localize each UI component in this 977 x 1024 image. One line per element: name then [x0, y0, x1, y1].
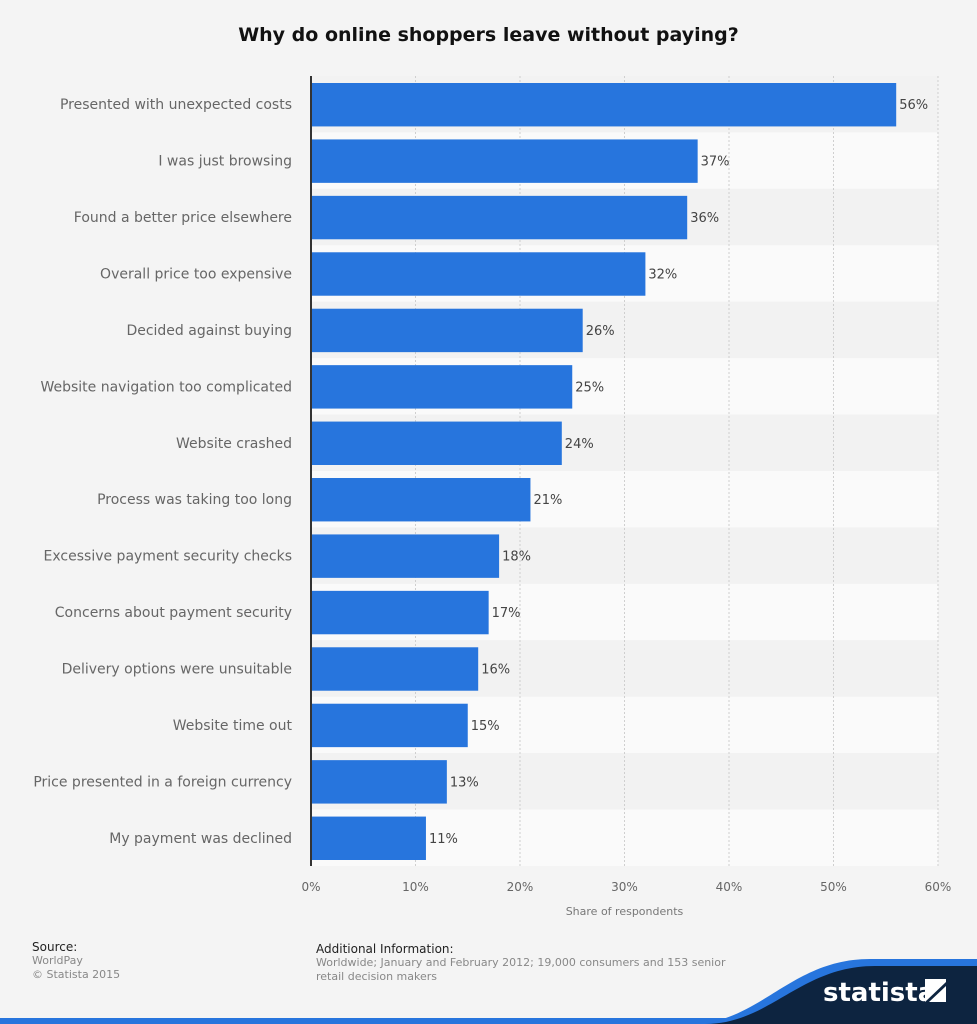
bar — [311, 139, 698, 183]
chart-title: Why do online shoppers leave without pay… — [238, 24, 739, 46]
data-label: 11% — [429, 832, 458, 847]
data-label: 26% — [586, 324, 615, 339]
statista-mark-icon — [925, 979, 946, 1002]
category-label: Concerns about payment security — [55, 605, 292, 621]
source-name: WorldPay — [32, 954, 83, 967]
x-tick-label: 50% — [820, 880, 847, 894]
x-tick-label: 0% — [301, 880, 320, 894]
info-line: Worldwide; January and February 2012; 19… — [316, 956, 726, 969]
category-label: Decided against buying — [126, 323, 292, 339]
statista-logo[interactable]: statista — [0, 954, 977, 1024]
copyright: © Statista 2015 — [32, 968, 121, 981]
x-tick-label: 60% — [925, 880, 952, 894]
x-axis-label: Share of respondents — [566, 905, 684, 918]
data-label: 16% — [481, 663, 510, 678]
bar — [311, 647, 479, 691]
source-heading: Source: — [32, 940, 78, 954]
additional-info-block: Additional Information: Worldwide; Janua… — [316, 942, 726, 984]
bar — [311, 365, 573, 409]
data-label: 56% — [899, 98, 928, 113]
info-line: retail decision makers — [316, 970, 438, 983]
bar — [311, 534, 500, 578]
data-label: 13% — [450, 775, 479, 790]
data-label: 24% — [565, 437, 594, 452]
category-label: My payment was declined — [109, 831, 292, 847]
category-label: I was just browsing — [158, 154, 292, 170]
x-tick-label: 20% — [507, 880, 534, 894]
info-heading: Additional Information: — [316, 942, 454, 956]
bar — [311, 83, 897, 127]
category-label: Price presented in a foreign currency — [33, 774, 292, 790]
category-label: Website time out — [173, 718, 293, 734]
data-label: 21% — [533, 493, 562, 508]
data-label: 25% — [575, 380, 604, 395]
category-label: Delivery options were unsuitable — [62, 662, 292, 678]
x-tick-label: 40% — [716, 880, 743, 894]
bar — [311, 816, 426, 860]
data-label: 37% — [701, 155, 730, 170]
category-label: Process was taking too long — [97, 492, 292, 508]
bar-chart: 0% 10% 20% 30% 40% 50% 60% Share of respondents… — [33, 76, 952, 918]
data-label: 18% — [502, 550, 531, 565]
data-label: 36% — [690, 211, 719, 226]
data-label: 32% — [648, 268, 677, 283]
bar — [311, 478, 531, 522]
category-label: Excessive payment security checks — [44, 549, 292, 565]
category-label: Overall price too expensive — [100, 267, 292, 283]
category-label: Website navigation too complicated — [40, 379, 292, 395]
source-block: Source: WorldPay © Statista 2015 — [32, 940, 120, 982]
bar — [311, 760, 447, 804]
category-label: Found a better price elsewhere — [74, 210, 292, 226]
bar — [311, 195, 688, 240]
bar — [311, 421, 562, 465]
bar — [311, 590, 489, 635]
bar — [311, 252, 646, 296]
bar — [311, 308, 583, 353]
category-label: Presented with unexpected costs — [60, 97, 292, 113]
data-label: 15% — [471, 719, 500, 734]
x-tick-label: 10% — [402, 880, 429, 894]
x-tick-label: 30% — [611, 880, 638, 894]
category-label: Website crashed — [176, 436, 292, 452]
bar — [311, 703, 468, 748]
data-label: 17% — [492, 606, 521, 621]
logo-text: statista — [823, 978, 935, 1008]
